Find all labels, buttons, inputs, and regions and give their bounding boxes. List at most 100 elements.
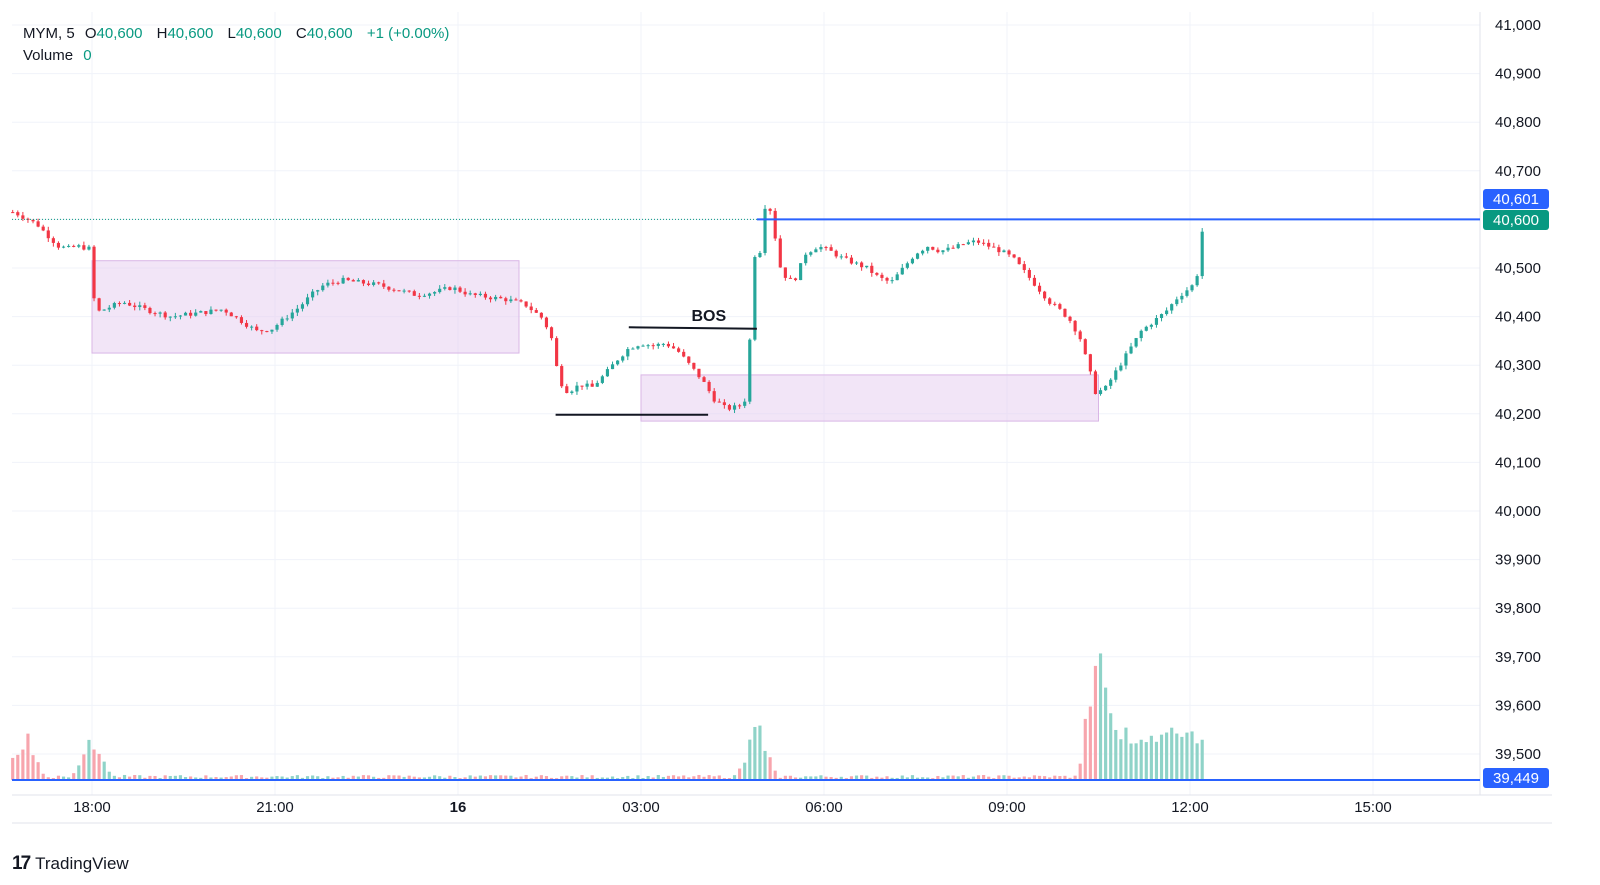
volume-bar — [885, 776, 889, 780]
volume-bar — [956, 776, 960, 780]
candle-body — [448, 287, 452, 290]
volume-bar — [534, 776, 538, 780]
volume-bar — [504, 775, 508, 780]
volume-bar — [773, 770, 777, 780]
candle-body — [72, 245, 76, 247]
candle-body — [219, 309, 223, 311]
volume-bar — [1083, 718, 1087, 780]
candle-body — [555, 338, 559, 367]
volume-bar — [382, 777, 386, 780]
candle-body — [377, 282, 381, 284]
candle-body — [46, 230, 50, 239]
candle-body — [255, 326, 259, 331]
candle-body — [890, 280, 894, 282]
candle-body — [595, 382, 599, 387]
candle-body — [453, 287, 457, 290]
volume-bar — [173, 775, 177, 780]
open-label: O — [84, 25, 97, 42]
volume-bar — [1109, 713, 1113, 780]
volume-label[interactable]: Volume — [23, 47, 74, 64]
volume-bar — [1159, 734, 1164, 780]
candle-body — [651, 345, 655, 347]
candle-body — [1032, 277, 1037, 286]
candle-body — [244, 322, 249, 327]
ohlc-row: MYM, 5 O40,600 H40,600 L40,600 C40,600 +… — [23, 23, 459, 45]
candle-body — [743, 401, 747, 406]
volume-bar — [646, 776, 650, 780]
candle-body — [936, 249, 940, 253]
volume-bar — [377, 777, 381, 780]
volume-bar — [712, 776, 716, 780]
candle-body — [1185, 290, 1189, 296]
volume-bar — [707, 775, 711, 780]
candle-body — [915, 253, 920, 259]
volume-bar — [473, 776, 477, 780]
volume-bar — [1002, 775, 1006, 780]
volume-bar — [1114, 729, 1118, 780]
volume-bar — [870, 777, 874, 780]
volume-bar — [875, 776, 879, 780]
candle-body — [239, 317, 244, 323]
price-tick-label: 39,600 — [1495, 697, 1541, 714]
volume-bar — [905, 777, 909, 780]
volume-bar — [1007, 775, 1011, 780]
candle-body — [1093, 371, 1098, 395]
candle-body — [224, 309, 228, 313]
volume-bar — [260, 777, 264, 780]
volume-bar — [610, 776, 615, 780]
candle-body — [692, 362, 696, 369]
candle-body — [133, 305, 137, 308]
volume-bar — [311, 775, 315, 780]
volume-bar — [560, 776, 564, 780]
volume-bar — [87, 739, 91, 780]
volume-bar — [600, 777, 604, 780]
candle-body — [895, 274, 899, 281]
candle-body — [697, 368, 701, 378]
low-label: L — [227, 25, 236, 42]
candle-body — [1170, 304, 1174, 311]
candle-body — [870, 265, 874, 273]
high-label: H — [156, 25, 168, 42]
time-tick-label: 15:00 — [1354, 799, 1392, 816]
volume-bar — [915, 777, 920, 780]
volume-bar — [361, 775, 366, 780]
symbol-label[interactable]: MYM, 5 — [23, 25, 75, 42]
volume-bar — [666, 775, 671, 780]
volume-bar — [732, 775, 737, 780]
candle-body — [214, 309, 218, 311]
volume-bar — [1104, 687, 1108, 780]
volume-bar — [387, 775, 391, 780]
volume-bar — [1144, 742, 1148, 780]
candle-body — [905, 263, 909, 268]
candle-body — [67, 245, 71, 247]
volume-bar — [443, 777, 447, 780]
volume-bar — [1053, 775, 1057, 780]
time-tick-label: 21:00 — [256, 799, 294, 816]
candle-body — [366, 283, 371, 285]
volume-bar — [204, 775, 208, 780]
time-tick-label: 03:00 — [622, 799, 660, 816]
candle-body — [1002, 250, 1006, 253]
volume-bar — [463, 777, 467, 780]
volume-bar — [1154, 741, 1159, 780]
volume-bar — [854, 775, 859, 780]
candle-body — [814, 249, 818, 253]
candle-body — [875, 272, 879, 275]
candle-body — [1058, 304, 1062, 309]
volume-bar — [128, 776, 132, 780]
candle-body — [1053, 303, 1057, 305]
volume-bar — [961, 775, 965, 780]
candle-body — [61, 246, 66, 248]
time-axis: 18:00 21:00 16 03:00 06:00 09:00 12:00 15:00 — [73, 799, 1392, 816]
low-value: 40,600 — [235, 25, 282, 42]
time-tick-label: 18:00 — [73, 799, 111, 816]
tradingview-brand[interactable]: 17 TradingView — [12, 853, 129, 875]
candle-body — [616, 360, 620, 365]
volume-bar — [427, 776, 432, 780]
candle-body — [387, 286, 391, 290]
candle-body — [717, 401, 721, 403]
candle-body — [880, 274, 884, 278]
volume-bar — [1048, 777, 1052, 780]
candle-body — [758, 252, 762, 258]
